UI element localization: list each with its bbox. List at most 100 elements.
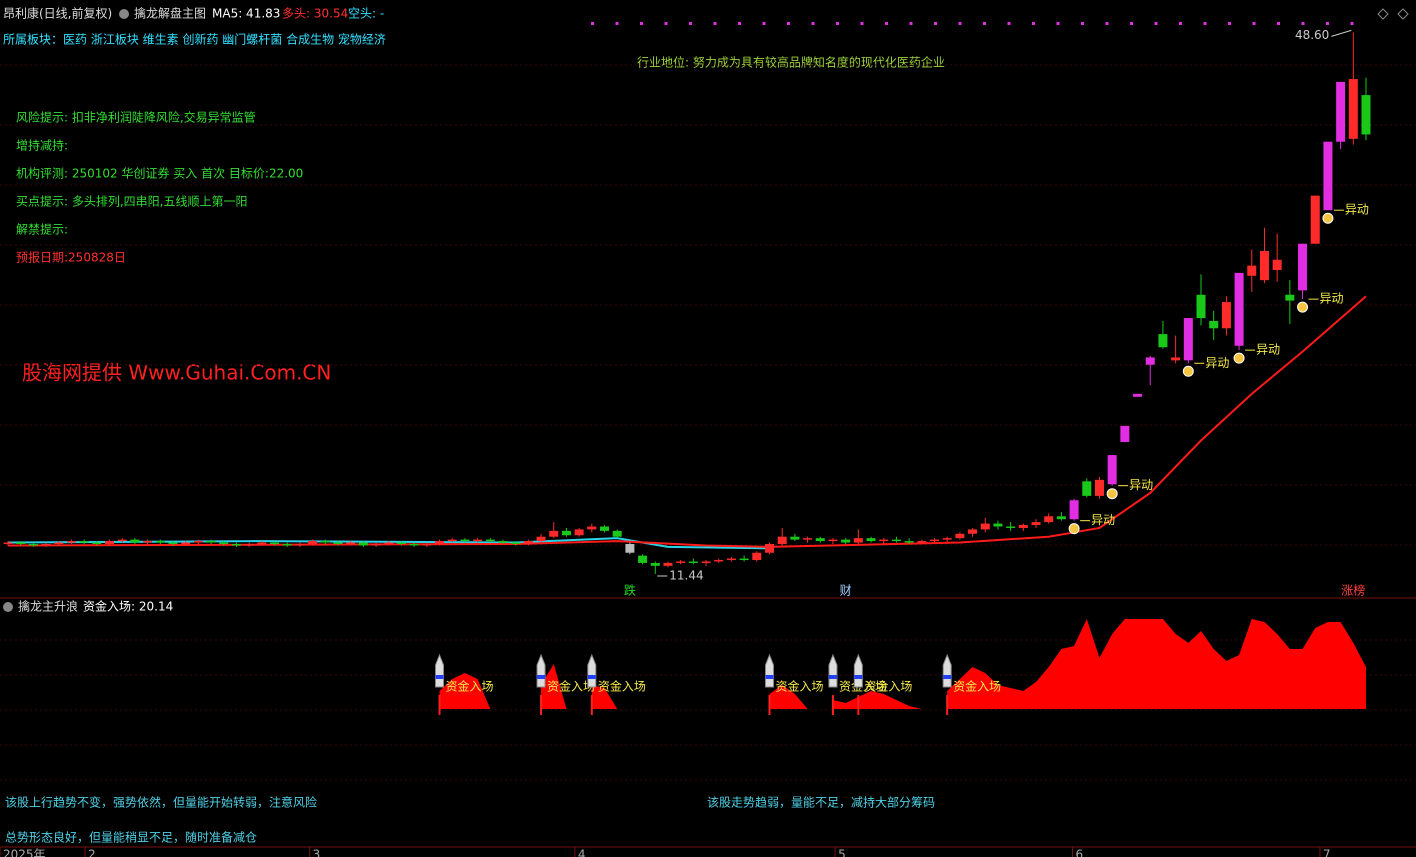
coin-marker (1182, 365, 1194, 377)
candle-body (815, 538, 825, 542)
menu-icon[interactable] (3, 602, 13, 612)
info-line: 解禁提示: (16, 222, 68, 237)
candle-body (1056, 516, 1066, 520)
candle-body (1006, 526, 1016, 528)
event-label: 跌 (624, 583, 636, 598)
candle-body (333, 542, 343, 544)
signal-dot (1179, 22, 1182, 25)
candle-body (600, 526, 610, 531)
signal-dot (1007, 22, 1011, 25)
fund-area (591, 685, 618, 709)
signal-dot (664, 22, 668, 25)
candle-body (1348, 79, 1358, 139)
rocket (587, 653, 597, 688)
candle-body (155, 541, 165, 543)
candle-body (955, 533, 965, 539)
ma-line-2 (7, 537, 770, 550)
panel2-value: 资金入场: 20.14 (83, 599, 173, 614)
candle-body (688, 561, 698, 563)
candle-body (663, 562, 673, 566)
candle-body (1259, 251, 1269, 281)
candle-body (1107, 455, 1117, 485)
candle-body (828, 539, 838, 542)
annotation: 11.44 (669, 569, 703, 583)
candle-body (358, 542, 368, 546)
candle-body (219, 542, 229, 544)
candle-body (1044, 516, 1054, 523)
window-icons[interactable] (1377, 8, 1409, 20)
candle-body (1247, 265, 1257, 276)
candle-body (193, 541, 203, 543)
coin-marker (1297, 301, 1309, 313)
rocket (853, 653, 863, 688)
signal-dot (1056, 22, 1060, 25)
candle-body (523, 541, 533, 544)
candle-body (1310, 195, 1320, 244)
candle-body (371, 543, 381, 546)
rocket-label: 资金入场 (547, 679, 595, 694)
candle-body (1336, 81, 1346, 142)
candle-body (16, 542, 26, 544)
annotation-arrow (1331, 29, 1352, 37)
message: 总势形态良好，但量能稍显不足，随时准备减仓 (5, 830, 257, 845)
indicator-name: 擒龙解盘主图 (134, 6, 206, 21)
candle-body (726, 558, 736, 561)
candle-body (803, 538, 813, 540)
candle-body (891, 539, 901, 542)
info-line: 增持减持: (16, 138, 68, 153)
watermark: 股海网提供 Www.Guhai.Com.CN (22, 361, 331, 385)
rocket (828, 653, 838, 688)
marker-label: 异动 (1345, 203, 1369, 217)
coin-marker (1322, 212, 1334, 224)
candle-body (764, 543, 774, 553)
candle-body (117, 539, 127, 542)
menu-icon[interactable] (119, 9, 129, 19)
candle-body (777, 536, 787, 544)
signal-dot (1130, 22, 1133, 25)
info-line: 机构评测: 250102 华创证券 买入 首次 目标价:22.00 (16, 166, 303, 181)
candle-body (130, 539, 140, 543)
candle-body (1361, 95, 1371, 135)
candle-body (638, 555, 648, 563)
candle-body (841, 539, 851, 543)
candle-body (1196, 294, 1206, 319)
signal-dot (615, 22, 619, 25)
candle-body (968, 529, 978, 534)
signal-dot (909, 22, 913, 25)
fund-area (947, 619, 1366, 709)
candle-body (1209, 320, 1219, 329)
annotation: 48.60 (1295, 28, 1329, 42)
x-tick-label: 2 (88, 848, 96, 857)
candle-body (866, 538, 876, 542)
candle-body (28, 543, 38, 546)
signal-dot (958, 22, 962, 25)
candle-body (447, 539, 457, 542)
candle-body (701, 561, 711, 563)
signal-dot (1277, 22, 1280, 25)
candle-body (980, 523, 990, 530)
candle-body (1221, 302, 1231, 329)
candle-body (1234, 272, 1244, 346)
signal-dot (1326, 22, 1329, 25)
signal-dot (1252, 22, 1256, 25)
rocket-label: 资金入场 (953, 679, 1001, 694)
fund-area (832, 691, 922, 709)
ma-line (7, 295, 1367, 548)
candle-body (485, 539, 495, 542)
candle-body (244, 543, 254, 546)
x-tick-label: 4 (578, 848, 586, 857)
candle-body (739, 558, 749, 561)
coin-marker (1106, 488, 1118, 500)
candle-body (92, 542, 102, 544)
rocket-band (765, 675, 774, 679)
candle-body (3, 542, 13, 544)
rocket-band (537, 675, 546, 679)
signal-dot (1032, 22, 1035, 25)
signal-dot (640, 22, 643, 25)
x-tick-label: 5 (838, 848, 846, 857)
candle-body (1018, 525, 1028, 528)
message: 该股上行趋势不变，强势依然，但量能开始转弱，注意风险 (5, 795, 317, 810)
candle-body (181, 542, 191, 544)
candle-body (561, 530, 571, 536)
